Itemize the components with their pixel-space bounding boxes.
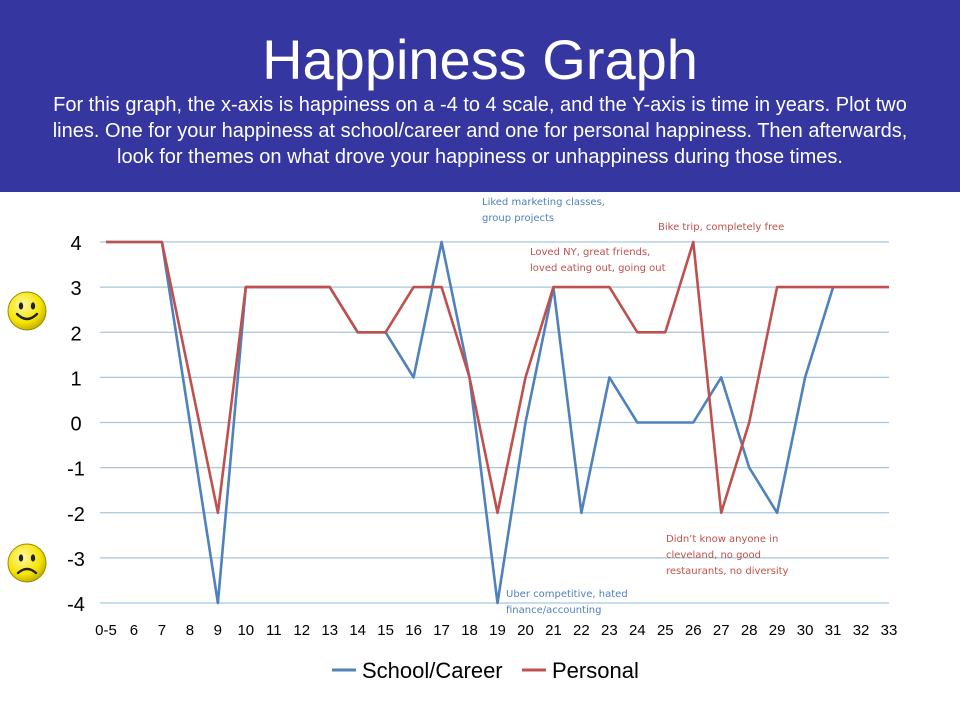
- x-tick-label: 29: [769, 622, 786, 639]
- annotation-cleveland: restaurants, no diversity: [666, 566, 789, 577]
- x-tick-label: 12: [293, 622, 310, 639]
- x-tick-label: 17: [433, 622, 450, 639]
- slide-title: Happiness Graph: [262, 28, 698, 91]
- x-tick-label: 21: [545, 622, 562, 639]
- series-line-personal: [106, 240, 889, 515]
- x-tick-label: 10: [237, 622, 254, 639]
- annotation-liked-marketing: Liked marketing classes,: [482, 197, 605, 208]
- x-tick-label: 28: [741, 622, 758, 639]
- sad-face-icon: [7, 543, 47, 583]
- x-tick-label: 16: [405, 622, 422, 639]
- x-tick-label: 25: [657, 622, 674, 639]
- x-tick-label: 26: [685, 622, 702, 639]
- x-tick-label: 33: [881, 622, 898, 639]
- x-tick-label: 0-5: [95, 622, 117, 639]
- x-tick-label: 27: [713, 622, 730, 639]
- x-tick-label: 20: [517, 622, 534, 639]
- x-tick-label: 23: [601, 622, 618, 639]
- x-tick-label: 24: [629, 622, 646, 639]
- y-tick-label: 2: [70, 323, 81, 345]
- x-tick-label: 9: [214, 622, 222, 639]
- y-tick-label: -1: [67, 459, 85, 481]
- y-tick-label: -2: [67, 504, 85, 526]
- annotation-bike-trip: Bike trip, completely free: [658, 222, 784, 233]
- x-tick-label: 30: [797, 622, 814, 639]
- chart-area: 4 3 2 1 0 -1 -2 -3 -4 0-5 6 7 8 9 10 11 12 13 14 15 16 17 18 19…: [0, 192, 960, 720]
- x-tick-label: 8: [186, 622, 194, 639]
- annotation-liked-marketing: group projects: [482, 213, 554, 224]
- x-tick-label: 6: [130, 622, 138, 639]
- y-tick-label: 3: [70, 278, 81, 300]
- y-tick-label: 4: [70, 233, 81, 255]
- x-tick-label: 31: [825, 622, 842, 639]
- x-tick-label: 22: [573, 622, 590, 639]
- x-tick-label: 13: [321, 622, 338, 639]
- happy-face-icon: [7, 291, 47, 331]
- x-tick-label: 18: [461, 622, 478, 639]
- y-tick-label: -4: [67, 594, 85, 616]
- annotation-loved-ny: Loved NY, great friends,: [530, 247, 650, 258]
- y-tick-label: -3: [67, 549, 85, 571]
- annotation-cleveland: cleveland, no good: [666, 550, 761, 561]
- x-tick-label: 19: [489, 622, 506, 639]
- y-tick-label: 0: [70, 414, 81, 436]
- legend-label: Personal: [552, 658, 639, 683]
- x-tick-label: 7: [158, 622, 166, 639]
- annotation-loved-ny: loved eating out, going out: [530, 263, 666, 274]
- annotation-cleveland: Didn’t know anyone in: [666, 534, 778, 545]
- x-tick-label: 14: [349, 622, 366, 639]
- x-tick-label: 11: [266, 622, 282, 639]
- y-tick-label: 1: [70, 368, 81, 390]
- annotation-uber-competitive: finance/accounting: [506, 605, 601, 616]
- legend-label: School/Career: [362, 658, 503, 683]
- slide-subtitle: For this graph, the x-axis is happiness …: [52, 94, 908, 168]
- x-tick-label: 32: [853, 622, 870, 639]
- annotation-uber-competitive: Uber competitive, hated: [506, 589, 628, 600]
- x-tick-label: 15: [377, 622, 394, 639]
